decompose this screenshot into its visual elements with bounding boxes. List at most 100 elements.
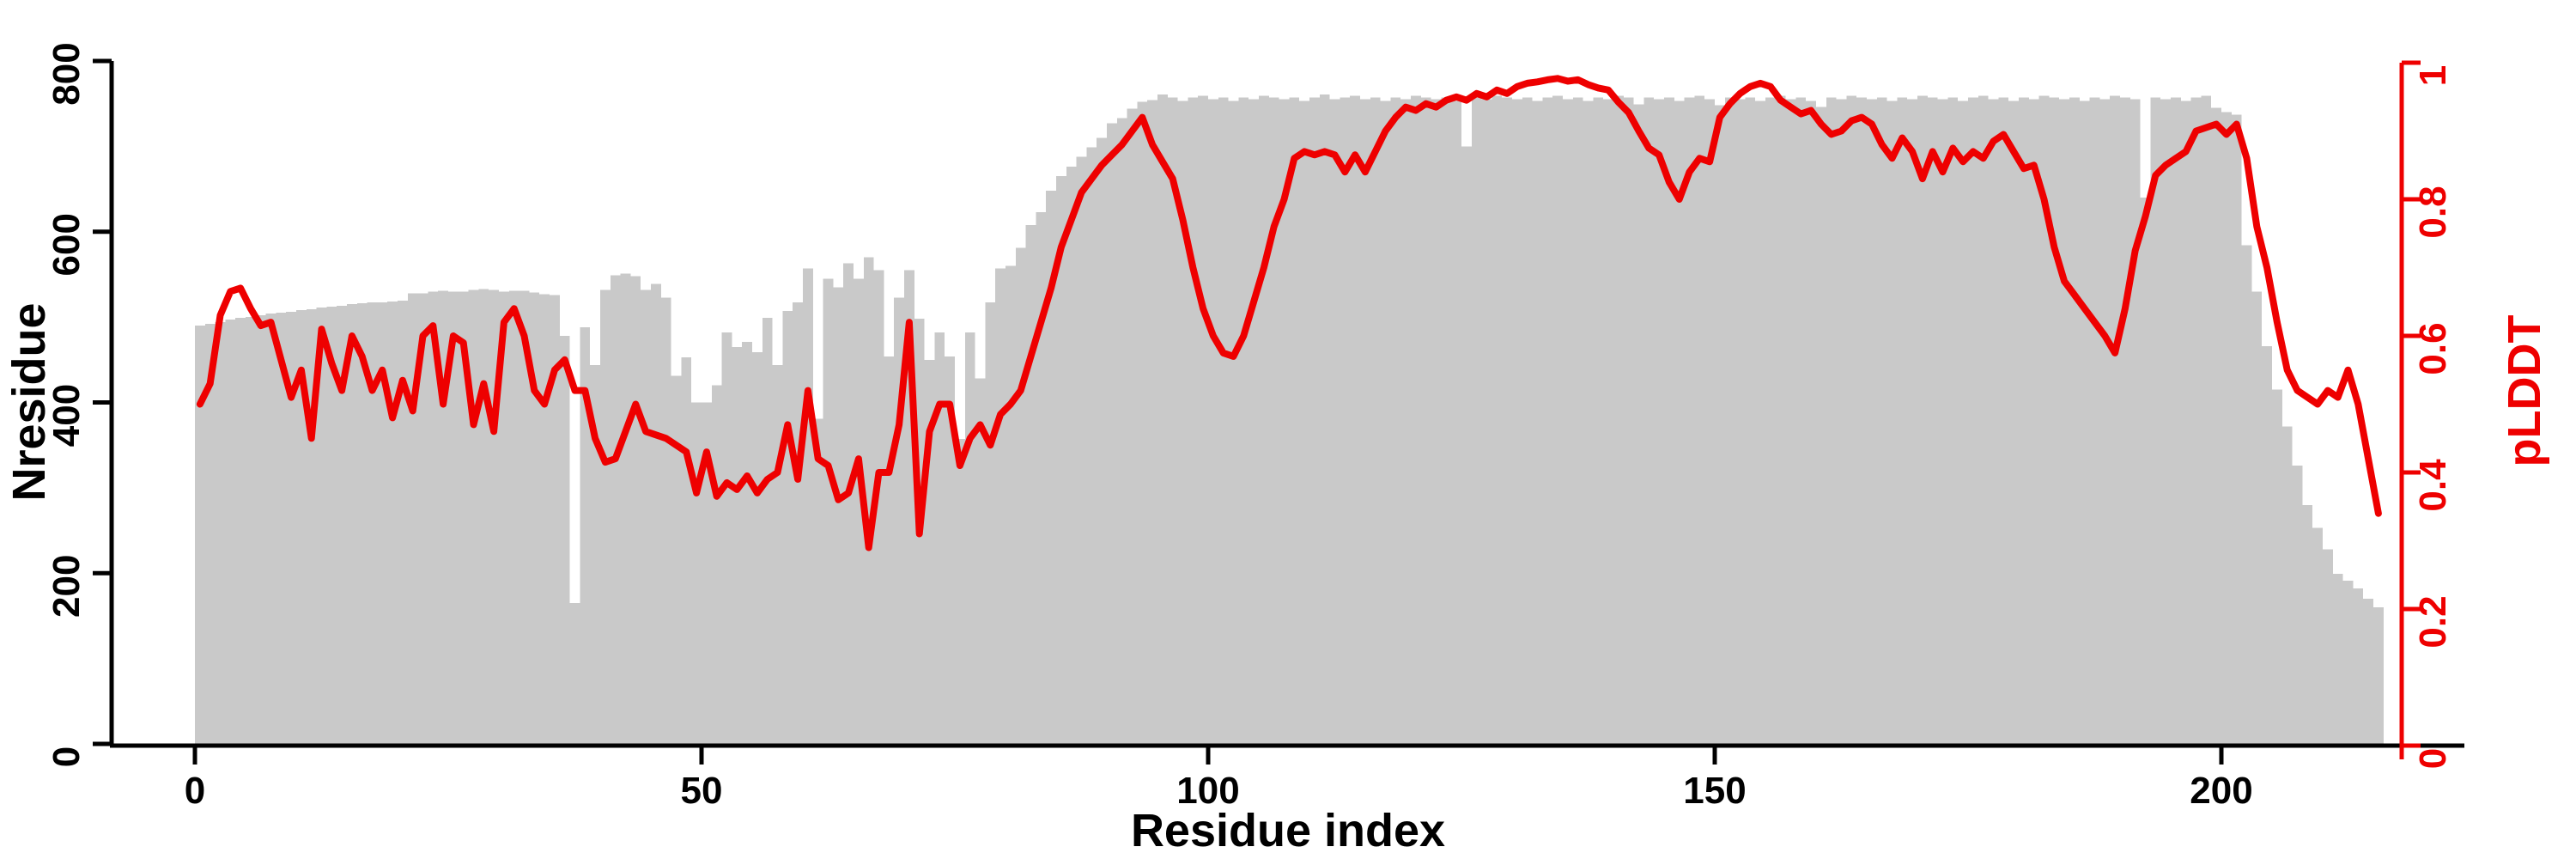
- nresidue-bar: [1127, 108, 1138, 746]
- nresidue-bar: [1704, 99, 1715, 746]
- nresidue-bar: [306, 309, 317, 746]
- nresidue-bar: [1086, 147, 1097, 746]
- nresidue-bar: [1107, 123, 1117, 746]
- tick-label: 100: [1176, 770, 1239, 812]
- nresidue-bar: [772, 364, 783, 746]
- nresidue-bar: [417, 293, 428, 746]
- nresidue-bar: [2302, 504, 2313, 746]
- nresidue-bar: [1664, 97, 1674, 746]
- nresidue-bar: [1532, 101, 1543, 746]
- tick-label: 200: [46, 555, 88, 618]
- nresidue-bar: [347, 304, 357, 746]
- nresidue-bar: [195, 326, 205, 746]
- nresidue-bar: [2211, 107, 2221, 746]
- nresidue-bar: [337, 306, 347, 746]
- nresidue-bar: [1795, 97, 1807, 746]
- nresidue-bar: [296, 310, 307, 746]
- nresidue-bar: [1907, 99, 1917, 746]
- nresidue-bar: [590, 364, 600, 746]
- nresidue-bar: [1958, 101, 1968, 746]
- nresidue-bar: [884, 356, 895, 746]
- nresidue-bar: [2180, 101, 2191, 746]
- nresidue-bar: [2272, 389, 2282, 746]
- plddt-line-series: [196, 75, 2382, 551]
- nresidue-bar: [1816, 107, 1826, 746]
- tick-label: 50: [681, 770, 723, 812]
- nresidue-bar: [255, 315, 266, 746]
- nresidue-bar: [1613, 95, 1624, 746]
- nresidue-bar: [1461, 146, 1472, 746]
- nresidue-bar: [2190, 97, 2202, 746]
- nresidue-bar: [702, 402, 712, 746]
- nresidue-bar: [1167, 97, 1178, 746]
- nresidue-bar: [1512, 99, 1522, 746]
- nresidue-bar: [1036, 211, 1047, 746]
- nresidue-bar: [2262, 345, 2272, 746]
- nresidue-bar: [2171, 97, 2181, 746]
- nresidue-bar: [1329, 99, 1340, 746]
- x-axis-title: Residue index: [1131, 805, 1445, 856]
- tick-label: 200: [2190, 770, 2252, 812]
- nresidue-bar: [1481, 99, 1492, 746]
- nresidue-bar: [1886, 101, 1898, 746]
- nresidue-bar: [2251, 291, 2263, 746]
- nresidue-bar: [265, 314, 276, 746]
- nresidue-bar: [1279, 99, 1290, 746]
- nresidue-bar: [448, 291, 459, 746]
- nresidue-bar: [2008, 101, 2019, 746]
- nresidue-bar: [2019, 97, 2029, 746]
- nresidue-bar: [651, 283, 661, 746]
- axis-tick-labels: 0 200 400 600 800 0 50 100 150 200 0 0.2 0.4 0.6 0.8 1: [46, 42, 2454, 812]
- nresidue-bar: [823, 278, 834, 746]
- nresidue-bar: [1552, 95, 1563, 746]
- nresidue-bar: [1836, 99, 1847, 746]
- tick-label: 0.6: [2412, 322, 2454, 375]
- nresidue-bar: [356, 303, 368, 746]
- nresidue-bar: [721, 332, 732, 746]
- nresidue-bar: [1259, 95, 1269, 746]
- nresidue-bar: [660, 297, 671, 746]
- nresidue-bar: [2342, 581, 2354, 746]
- nresidue-bar: [2221, 112, 2232, 746]
- nresidue-bar: [508, 290, 519, 746]
- nresidue-bar: [2323, 549, 2333, 746]
- tick-label: 0: [185, 770, 205, 812]
- nresidue-bar: [610, 275, 621, 746]
- nresidue-bar: [1319, 94, 1330, 746]
- nresidue-bar: [1116, 118, 1127, 746]
- nresidue-bar: [316, 308, 327, 746]
- nresidue-bar: [955, 439, 965, 746]
- nresidue-bar: [1360, 99, 1370, 746]
- nresidue-bar: [1066, 167, 1077, 746]
- nresidue-bar: [1238, 97, 1249, 746]
- nresidue-bar: [691, 402, 702, 746]
- nresidue-bar: [1451, 101, 1461, 746]
- nresidue-bar: [2110, 95, 2120, 746]
- nresidue-bar: [398, 301, 408, 746]
- nresidue-bar: [2099, 99, 2111, 746]
- nresidue-bar: [803, 268, 813, 746]
- nresidue-bar: [235, 318, 246, 746]
- nresidue-bar: [2049, 97, 2060, 746]
- nresidue-bar: [468, 289, 479, 746]
- nresidue-bar: [934, 332, 945, 746]
- nresidue-bar: [2038, 95, 2050, 746]
- nresidue-bar: [1076, 156, 1087, 746]
- nresidue-bar: [1411, 95, 1421, 746]
- nresidue-bar: [630, 276, 641, 746]
- nresidue-bar: [641, 289, 651, 746]
- nresidue-bar: [2201, 95, 2212, 746]
- nresidue-bar: [1380, 101, 1391, 746]
- nresidue-bar: [1917, 95, 1928, 746]
- nresidue-bar: [387, 302, 398, 746]
- nresidue-bar: [1309, 97, 1320, 746]
- tick-label: 600: [46, 213, 88, 276]
- nresidue-bar: [985, 302, 996, 746]
- nresidue-bar: [1471, 97, 1482, 746]
- nresidue-bar: [600, 289, 611, 746]
- nresidue-bar: [1025, 224, 1036, 746]
- nresidue-bar: [2160, 99, 2171, 746]
- nresidue-bar: [1015, 247, 1026, 746]
- nresidue-bar: [1674, 101, 1685, 746]
- nresidue-bar: [2363, 599, 2373, 746]
